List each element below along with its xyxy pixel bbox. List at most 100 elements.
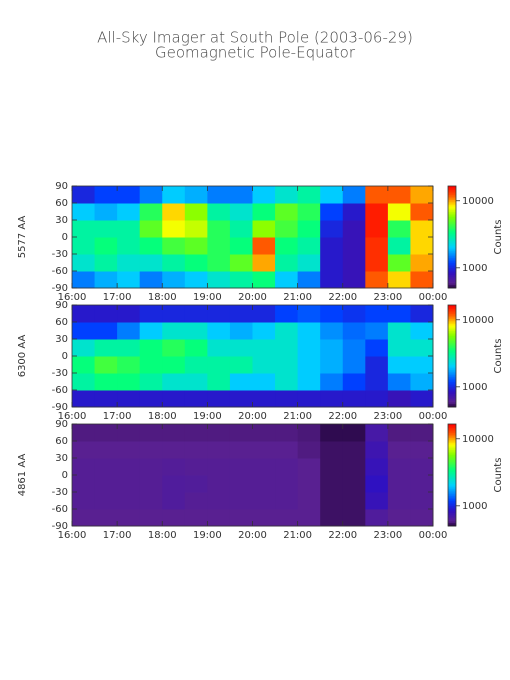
heatmap-cell [117, 339, 141, 357]
heatmap-cell [229, 322, 253, 340]
colorbar-segment [448, 468, 456, 471]
heatmap-cell [365, 220, 389, 238]
colorbar-segment [448, 390, 456, 393]
heatmap-cell [410, 254, 434, 272]
heatmap-cell [184, 254, 208, 272]
heatmap-cell [184, 186, 208, 204]
heatmap-cell [342, 475, 366, 493]
colorbar-segment [448, 452, 456, 456]
colorbar-segment [448, 243, 456, 246]
y-tick-label: 90 [55, 419, 68, 430]
colorbar-segment [448, 451, 456, 454]
colorbar-segment [448, 490, 456, 493]
colorbar-segment [448, 221, 456, 224]
heatmap-cell [410, 509, 434, 527]
heatmap-cell [94, 237, 118, 255]
heatmap-cell [320, 390, 344, 408]
chart-subtitle: Geomagnetic Pole-Equator [155, 44, 356, 62]
heatmap-cell [252, 492, 276, 510]
colorbar-segment [448, 282, 456, 286]
heatmap-cell [72, 475, 96, 493]
colorbar-segment [448, 364, 456, 367]
heatmap-cell [117, 356, 141, 374]
heatmap-cell [72, 509, 96, 527]
colorbar-segment [448, 318, 456, 321]
heatmap-cell [387, 492, 411, 510]
heatmap-cell [297, 373, 321, 391]
heatmap-cell [387, 441, 411, 459]
heatmap-cell [410, 424, 434, 442]
colorbar-segment [448, 327, 456, 330]
heatmap-cell [320, 475, 344, 493]
colorbar-segment [448, 424, 456, 427]
colorbar-segment [448, 500, 456, 503]
colorbar-segment [448, 444, 456, 447]
heatmap-cell [320, 186, 344, 204]
colorbar-segment [448, 517, 456, 520]
heatmap-cell [139, 305, 163, 323]
heatmap-cell [184, 390, 208, 408]
colorbar-segment [448, 435, 456, 439]
colorbar-segment [448, 405, 456, 408]
heatmap-cell [72, 356, 96, 374]
heatmap-cell [72, 322, 96, 340]
colorbar-segment [448, 505, 456, 508]
heatmap-cell [72, 339, 96, 357]
heatmap-cell [342, 339, 366, 357]
heatmap-cell [184, 271, 208, 289]
x-tick-label: 18:00 [148, 411, 177, 422]
heatmap-cell [410, 441, 434, 459]
y-axis-label: 4861 AA [17, 454, 28, 497]
heatmap-cell [229, 424, 253, 442]
heatmap-cell [342, 424, 366, 442]
y-tick-label: 60 [55, 436, 68, 447]
colorbar-segment [448, 520, 456, 524]
colorbar-segment [448, 441, 456, 444]
colorbar-segment [448, 485, 456, 488]
heatmap-cell [275, 458, 299, 476]
heatmap-cell [94, 390, 118, 408]
x-tick-label: 22:00 [328, 411, 357, 422]
colorbar-segment [448, 230, 456, 233]
colorbar-segment [448, 357, 456, 360]
heatmap-cell [184, 492, 208, 510]
heatmap-cell [162, 424, 186, 442]
colorbar-segment [448, 480, 456, 483]
heatmap-cell [410, 475, 434, 493]
heatmap-cell [229, 271, 253, 289]
heatmap-cell [207, 186, 231, 204]
heatmap-cell [94, 441, 118, 459]
heatmap-cell [162, 271, 186, 289]
heatmap-cell [229, 441, 253, 459]
heatmap-cell [94, 339, 118, 357]
heatmap-cell [139, 458, 163, 476]
colorbar-segment [448, 259, 456, 262]
colorbar-segment [448, 442, 456, 445]
colorbar-segment [448, 473, 456, 476]
heatmap-cell [207, 254, 231, 272]
heatmap-cell [72, 492, 96, 510]
heatmap-cell [117, 322, 141, 340]
heatmap-cell [94, 509, 118, 527]
heatmap-cell [207, 271, 231, 289]
y-tick-label: 0 [62, 470, 68, 481]
heatmap-cell [184, 458, 208, 476]
heatmap-cell [320, 441, 344, 459]
heatmap-cell [72, 458, 96, 476]
colorbar-segment [448, 430, 456, 433]
x-tick-label: 00:00 [419, 411, 448, 422]
colorbar-segment [448, 515, 456, 518]
heatmap-cell [139, 475, 163, 493]
x-tick-label: 22:00 [328, 530, 357, 541]
heatmap-cell [117, 509, 141, 527]
colorbar-segment [448, 220, 456, 223]
heatmap-cell [72, 220, 96, 238]
colorbar-segment [448, 366, 456, 369]
heatmap-cell [365, 186, 389, 204]
heatmap-cell [297, 475, 321, 493]
heatmap-cell [275, 203, 299, 221]
colorbar-segment [448, 311, 456, 314]
heatmap-cell [297, 271, 321, 289]
colorbar-segment [448, 493, 456, 496]
